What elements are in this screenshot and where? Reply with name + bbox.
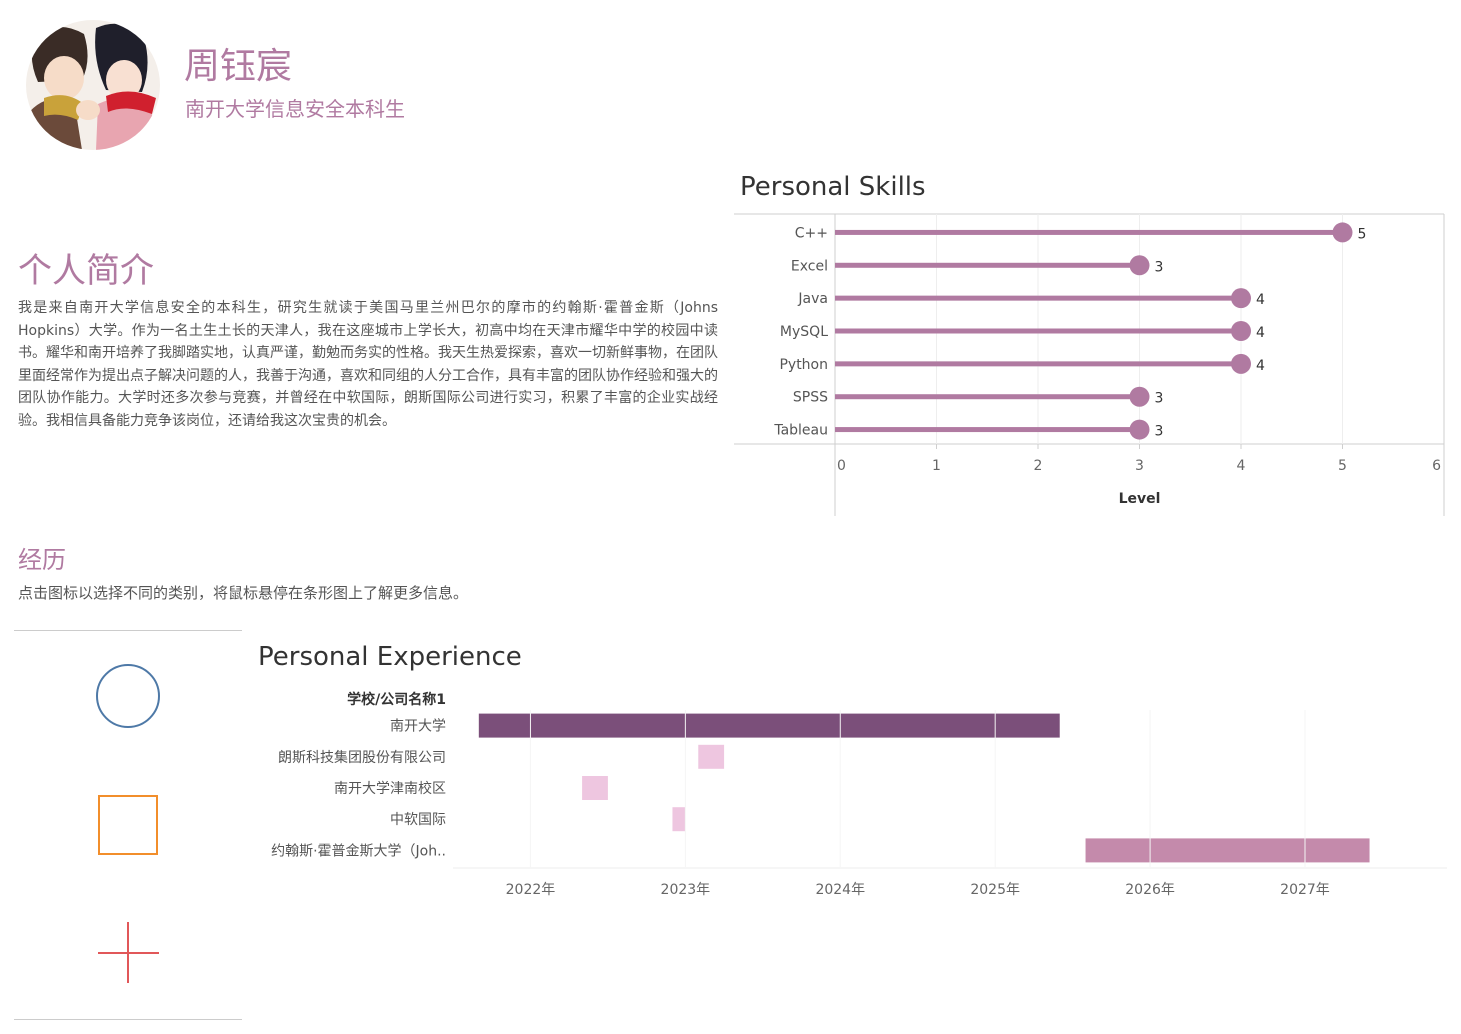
skill-bar[interactable] [835, 394, 1140, 400]
experience-x-tick-label: 2024年 [815, 882, 865, 898]
profile-subtitle: 南开大学信息安全本科生 [185, 97, 405, 121]
experience-chart: 学校/公司名称1 南开大学朗斯科技集团股份有限公司南开大学津南校区中软国际约翰斯·… [271, 691, 1447, 898]
experience-bar[interactable] [1085, 838, 1370, 863]
skills-category-label: MySQL [780, 324, 828, 340]
skills-chart: 0 1 2 3 4 5 6 Level C++ 5 Excel 3 Java 4 MySQL 4 Python 4… [734, 213, 1445, 516]
experience-category-label: 南开大学 [390, 719, 446, 735]
skill-point[interactable] [1231, 321, 1251, 341]
skills-x-tick-label: 4 [1237, 458, 1246, 474]
experience-title: 经历 [18, 546, 66, 574]
skills-category-label: Excel [791, 258, 828, 274]
skill-point[interactable] [1231, 353, 1251, 374]
skills-chart-title: Personal Skills [740, 172, 926, 202]
experience-x-tick-label: 2027年 [1280, 882, 1330, 898]
skills-category-label: C++ [795, 225, 828, 241]
skills-x-tick-label: 6 [1432, 458, 1441, 474]
experience-category-label: 朗斯科技集团股份有限公司 [278, 749, 446, 766]
skill-point[interactable] [1129, 419, 1150, 440]
skills-x-tick-label: 3 [1135, 458, 1144, 474]
square-icon[interactable] [98, 795, 158, 855]
skill-bar[interactable] [835, 361, 1241, 367]
experience-x-tick-label: 2025年 [970, 882, 1020, 898]
skill-point[interactable] [1231, 288, 1251, 309]
skill-bar[interactable] [835, 328, 1241, 334]
experience-x-tick-label: 2022年 [506, 882, 556, 898]
circle-icon[interactable] [96, 664, 160, 728]
skill-data-label: 4 [1256, 358, 1265, 374]
intro-title: 个人简介 [18, 251, 154, 291]
skill-data-label: 3 [1155, 259, 1164, 275]
skills-category-label: Java [797, 291, 828, 307]
experience-bar[interactable] [698, 744, 725, 769]
experience-bar[interactable] [672, 807, 686, 832]
skill-data-label: 4 [1256, 325, 1265, 341]
skills-x-axis-label: Level [1119, 491, 1161, 507]
skill-data-label: 4 [1256, 292, 1265, 308]
skill-data-label: 5 [1358, 226, 1367, 242]
skill-data-label: 3 [1155, 391, 1164, 407]
experience-row-header: 学校/公司名称1 [347, 691, 446, 708]
experience-bar[interactable] [478, 713, 1060, 738]
category-legend [14, 630, 242, 1020]
skills-x-tick-label: 1 [932, 458, 941, 474]
experience-category-label: 南开大学津南校区 [334, 780, 446, 797]
skills-category-label: Tableau [773, 423, 828, 439]
experience-x-tick-label: 2026年 [1125, 882, 1175, 898]
experience-category-label: 中软国际 [390, 812, 446, 828]
skill-point[interactable] [1129, 255, 1150, 276]
plus-icon[interactable] [98, 922, 159, 983]
profile-name: 周钰宸 [184, 46, 293, 87]
skill-data-label: 3 [1155, 424, 1164, 440]
experience-hint: 点击图标以选择不同的类别，将鼠标悬停在条形图上了解更多信息。 [18, 584, 469, 602]
experience-x-tick-label: 2023年 [661, 882, 711, 898]
skill-bar[interactable] [835, 262, 1140, 268]
skill-bar[interactable] [835, 295, 1241, 301]
skills-category-label: Python [779, 357, 828, 373]
skills-x-tick-label: 2 [1034, 458, 1043, 474]
skills-x-tick-label: 5 [1338, 458, 1347, 474]
intro-text: 我是来自南开大学信息安全的本科生，研究生就读于美国马里兰州巴尔的摩市的约翰斯·霍… [18, 300, 718, 429]
skill-point[interactable] [1332, 222, 1353, 243]
experience-chart-title: Personal Experience [258, 642, 522, 672]
skills-category-label: SPSS [793, 390, 828, 406]
experience-bar[interactable] [582, 776, 608, 800]
skill-bar[interactable] [835, 229, 1343, 235]
skill-point[interactable] [1129, 386, 1150, 407]
skill-bar[interactable] [835, 427, 1140, 433]
avatar [26, 20, 160, 150]
experience-category-label: 约翰斯·霍普金斯大学（Joh.. [271, 843, 446, 859]
skills-x-tick-label: 0 [837, 458, 846, 474]
